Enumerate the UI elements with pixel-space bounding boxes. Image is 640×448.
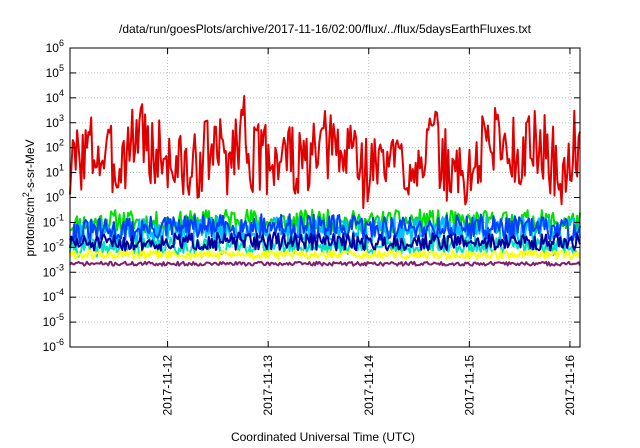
chart-title: /data/run/goesPlots/archive/2017-11-16/0… — [119, 22, 532, 36]
x-tick-label: 2017-11-14 — [362, 355, 376, 416]
gridlines — [70, 47, 580, 348]
x-tick-label: 2017-11-12 — [161, 355, 175, 416]
y-axis-ticks: 10-6 10-5 10-4 10-3 10-2 10-1 100 101 102 103 104 1… — [43, 38, 580, 354]
y-tick-label: 100 — [46, 188, 64, 205]
y-tick-label: 102 — [46, 138, 64, 155]
series-line-1 — [69, 95, 581, 209]
y-tick-label: 10-5 — [43, 312, 64, 329]
y-tick-label: 103 — [46, 113, 64, 130]
y-tick-label: 10-1 — [43, 212, 64, 229]
x-tick-label: 2017-11-16 — [563, 355, 577, 416]
x-axis-label: Coordinated Universal Time (UTC) — [231, 430, 415, 444]
y-tick-label: 105 — [46, 63, 64, 80]
series-line-7 — [69, 249, 581, 261]
y-tick-label: 10-4 — [43, 287, 64, 304]
x-tick-label: 2017-11-15 — [462, 355, 476, 416]
y-tick-label: 101 — [46, 163, 64, 180]
series-line-8 — [69, 260, 581, 267]
x-tick-label: 2017-11-13 — [261, 355, 275, 416]
y-tick-label: 10-3 — [43, 262, 64, 279]
series-line-6 — [69, 231, 581, 253]
x-axis-ticks: 2017-11-12 2017-11-13 2017-11-14 2017-11-15… — [161, 48, 577, 416]
y-tick-label: 10-2 — [43, 237, 64, 254]
y-tick-label: 10-6 — [43, 337, 64, 354]
y-axis-label: protons/cm2-s-sr-MeV — [21, 139, 37, 256]
y-tick-label: 106 — [46, 38, 64, 55]
series-line-4 — [69, 213, 581, 245]
y-tick-label: 104 — [46, 88, 64, 105]
series-group — [69, 95, 581, 267]
